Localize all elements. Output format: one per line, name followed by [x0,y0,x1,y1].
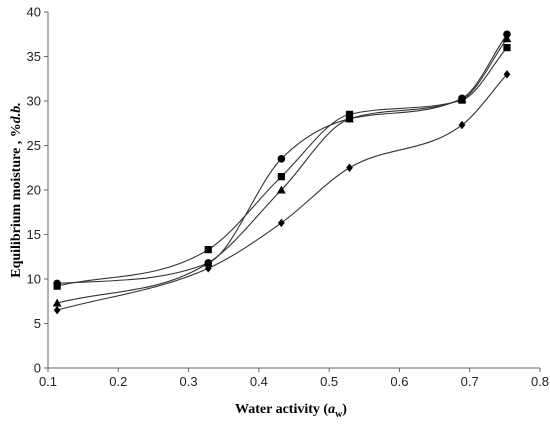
data-point-square [277,173,285,181]
y-tick-label: 40 [27,5,41,20]
series-markers-diamond [53,70,511,315]
data-point-square [204,246,212,254]
y-tick-label: 10 [27,272,41,287]
data-point-diamond [277,218,285,228]
x-tick-label: 0.7 [461,374,479,389]
data-point-diamond [53,305,61,315]
x-tick-label: 0.3 [180,374,198,389]
y-axis-label-main: Equilibrium moisture , % [9,123,24,278]
data-point-circle [503,30,511,39]
y-tick-label: 5 [34,316,41,331]
data-point-square [503,44,511,52]
series-layer [52,30,512,315]
x-tick-label: 0.5 [320,374,338,389]
y-tick-label: 25 [27,138,41,153]
x-axis-ticks: 0.1 0.2 0.3 0.4 0.5 0.6 0.7 0.8 [39,368,549,389]
x-tick-label: 0.6 [390,374,408,389]
x-axis-label-italic: a [328,402,335,417]
x-tick-label: 0.8 [531,374,549,389]
data-point-triangle [345,114,354,123]
x-axis-label: Water activity (aw) [235,402,347,420]
data-point-square [53,282,61,290]
data-point-triangle [276,185,286,194]
series-markers-triangle [52,34,512,307]
x-tick-label: 0.2 [109,374,127,389]
data-point-diamond [503,70,511,79]
data-point-triangle [203,258,213,267]
y-axis-label: Equilibrium moisture , %d.b. [9,102,24,278]
x-axis-label-subscript: w [335,409,343,420]
data-point-triangle [502,34,512,43]
y-tick-label: 30 [27,94,41,109]
data-point-diamond [458,120,466,130]
y-tick-label: 20 [27,183,41,198]
y-axis-ticks: 0 5 10 15 20 25 30 35 40 [27,5,48,376]
y-tick-label: 35 [27,49,41,64]
data-point-diamond [204,264,212,273]
x-axis-label-main: Water activity ( [235,402,328,417]
data-point-circle [277,155,286,163]
markers-layer [52,30,512,315]
y-axis-label-italic: d.b. [9,102,24,123]
data-point-triangle [457,94,467,103]
y-tick-label: 15 [27,227,41,242]
data-point-diamond [346,163,353,172]
data-point-triangle [52,298,62,307]
y-tick-label: 0 [34,361,41,376]
x-tick-label: 0.1 [39,374,57,389]
x-axis-label-close: ) [342,402,347,417]
x-tick-label: 0.4 [250,374,268,389]
data-point-square [345,110,354,118]
